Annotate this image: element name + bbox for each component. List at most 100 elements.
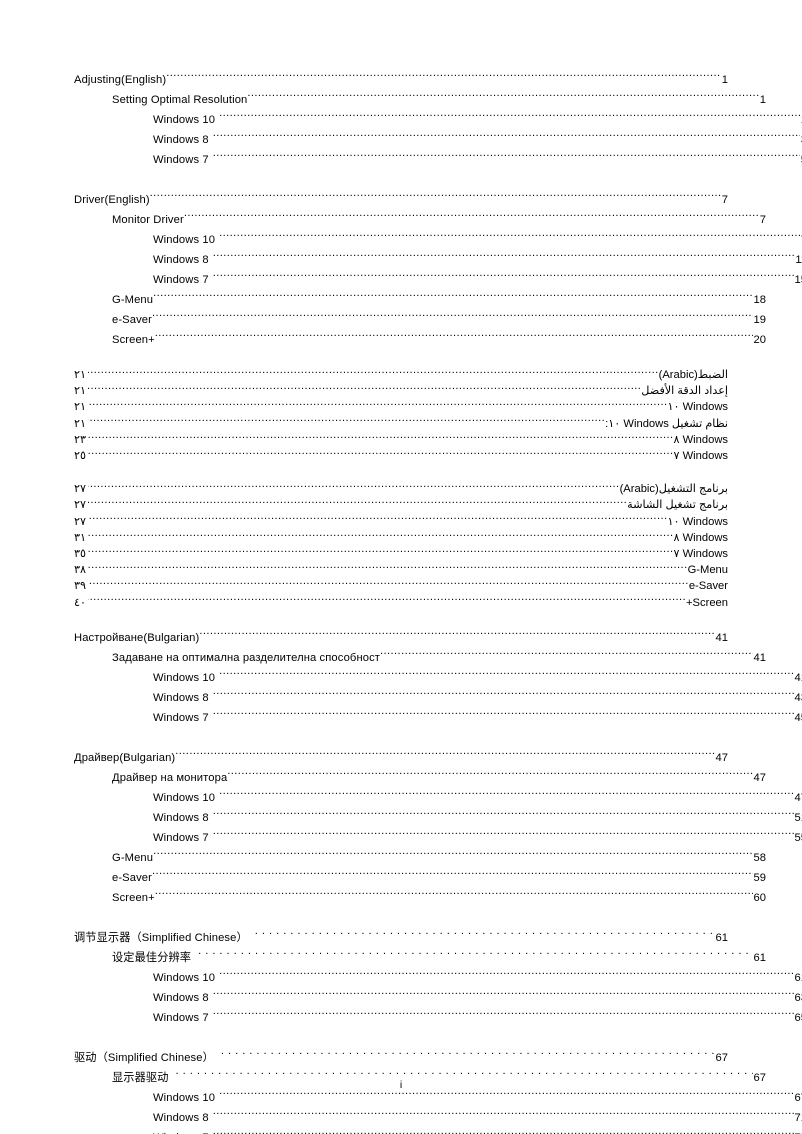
toc-section-adjusting-bulgarian: Настройване(Bulgarian) 41 Задаване на опти… [74, 628, 802, 728]
toc-entry-label: نظام تشغيل Windows ١٠: [605, 417, 728, 430]
toc-dot-leader [88, 578, 689, 589]
toc-entry[interactable]: e-Saver ٣٩ [74, 578, 728, 594]
toc-entry[interactable]: Screen+ 20 [74, 330, 766, 350]
toc-entry[interactable]: Windows 7 15 [74, 270, 802, 290]
toc-entry-label: Windows 8 [153, 691, 209, 704]
toc-entry[interactable]: Windows 8 63 [74, 988, 802, 1008]
toc-entry-page-number: ٢٥ [74, 450, 87, 463]
toc-entry[interactable]: Windows 10 1 [74, 110, 802, 130]
toc-entry-label: Windows ١٠ [667, 515, 728, 528]
toc-entry[interactable]: G-Menu ٣٨ [74, 562, 728, 578]
toc-entry[interactable]: G-Menu 58 [74, 848, 766, 868]
toc-entry-page-number: 3 [800, 130, 802, 150]
toc-entry-page-number: ٣١ [74, 531, 87, 544]
toc-dot-leader [219, 232, 800, 243]
toc-entry[interactable]: Windows 7 5 [74, 150, 802, 170]
toc-entry-page-number: 51 [794, 811, 802, 824]
toc-dot-leader [213, 830, 794, 841]
toc-entry[interactable]: 设定最佳分辨率 61 [74, 948, 766, 968]
toc-entry-label: Windows 8 [153, 254, 209, 266]
toc-entry[interactable]: e-Saver 59 [74, 868, 766, 888]
toc-entry-label: Adjusting(English) [74, 74, 167, 86]
toc-entry-label: Драйвер(Bulgarian) [74, 751, 176, 764]
toc-entry-label: 调节显示器（Simplified Chinese） [74, 931, 248, 944]
toc-entry-page-number: 1 [721, 74, 728, 86]
toc-entry[interactable]: Windows 7 45 [74, 708, 802, 728]
toc-entry[interactable]: Windows ٧ ٢٥ [74, 448, 728, 464]
toc-dot-leader [152, 312, 753, 323]
toc-entry[interactable]: Задаване на оптимална разделителна спосо… [74, 648, 766, 668]
toc-entry[interactable]: الضبط(Arabic) ٢١ [74, 367, 728, 383]
toc-entry-page-number: 15 [794, 274, 802, 286]
toc-entry-page-number: 18 [753, 294, 766, 306]
toc-entry-page-number: 20 [753, 334, 766, 346]
toc-entry[interactable]: برنامج تشغيل الشاشة ٢٧ [74, 497, 728, 513]
toc-dot-leader [153, 292, 752, 303]
toc-dot-leader [88, 416, 605, 427]
toc-entry[interactable]: Windows 8 43 [74, 688, 802, 708]
toc-entry-page-number: 47 [794, 791, 802, 804]
toc-entry-page-number: 59 [753, 871, 766, 884]
toc-entry[interactable]: Windows ٨ ٢٣ [74, 432, 728, 448]
toc-entry[interactable]: Windows 7 55 [74, 828, 802, 848]
toc-entry-label: Windows 7 [153, 154, 209, 166]
toc-dot-leader [213, 1110, 794, 1121]
toc-entry-label: إعداد الدقة الأفضل [641, 385, 728, 398]
toc-entry[interactable]: نظام تشغيل Windows ١٠: ٢١ [74, 416, 728, 432]
toc-entry-page-number: 1 [800, 110, 802, 130]
section-spacer [74, 350, 728, 367]
toc-entry[interactable]: Driver(English) 7 [74, 190, 728, 210]
toc-entry[interactable]: Windows ٨ ٣١ [74, 530, 728, 546]
toc-entry[interactable]: Windows 8 3 [74, 130, 802, 150]
toc-entry[interactable]: 驱动（Simplified Chinese） 67 [74, 1048, 728, 1068]
toc-entry[interactable]: Настройване(Bulgarian) 41 [74, 628, 728, 648]
toc-entry[interactable]: Драйвер на монитора 47 [74, 768, 766, 788]
toc-entry[interactable]: Windows ١٠ ٢١ [74, 399, 728, 415]
toc-entry-label: Windows 7 [153, 274, 209, 286]
toc-entry-label: Windows 8 [153, 991, 209, 1004]
toc-entry[interactable]: Setting Optimal Resolution 1 [74, 90, 766, 110]
toc-entry[interactable]: e-Saver 19 [74, 310, 766, 330]
toc-entry-page-number: 65 [794, 1011, 802, 1024]
toc-entry[interactable]: Windows 8 51 [74, 808, 802, 828]
toc-entry-label: e-Saver [112, 314, 152, 326]
toc-dot-leader [213, 810, 794, 821]
toc-entry[interactable]: 显示器驱动 67 [74, 1068, 766, 1088]
toc-entry-label: e-Saver [688, 580, 728, 593]
toc-entry-page-number: ٢٧ [74, 483, 87, 496]
toc-entry[interactable]: Windows 10 61 [74, 968, 802, 988]
toc-entry[interactable]: Windows ١٠ ٢٧ [74, 514, 728, 530]
toc-entry[interactable]: Windows 8 71 [74, 1108, 802, 1128]
toc-entry[interactable]: 调节显示器（Simplified Chinese） 61 [74, 928, 728, 948]
toc-entry[interactable]: Windows 7 65 [74, 1008, 802, 1028]
toc-entry[interactable]: Windows 7 75 [74, 1128, 802, 1134]
toc-entry-label: Setting Optimal Resolution [112, 94, 248, 106]
toc-entry[interactable]: Monitor Driver 7 [74, 210, 766, 230]
toc-entry[interactable]: Windows 8 11 [74, 250, 802, 270]
toc-dot-leader [184, 212, 759, 223]
toc-entry[interactable]: Драйвер(Bulgarian) 47 [74, 748, 728, 768]
toc-entry-page-number: ٢١ [74, 401, 87, 414]
toc-entry-page-number: 63 [794, 991, 802, 1004]
toc-entry[interactable]: Windows 10 41 [74, 668, 802, 688]
toc-entry[interactable]: Adjusting(English) 1 [74, 70, 728, 90]
toc-entry-page-number: 43 [794, 691, 802, 704]
toc-entry[interactable]: Windows 10 7 [74, 230, 802, 250]
toc-entry[interactable]: Windows ٧ ٣٥ [74, 546, 728, 562]
toc-entry[interactable]: Windows 10 67 [74, 1088, 802, 1108]
toc-dot-leader [155, 890, 753, 901]
toc-entry[interactable]: برنامج التشغيل(Arabic) ٢٧ [74, 481, 728, 497]
toc-entry[interactable]: G-Menu 18 [74, 290, 766, 310]
toc-entry[interactable]: Screen+ 60 [74, 888, 766, 908]
table-of-contents: Adjusting(English) 1 Setting Optimal Resol… [74, 70, 802, 1134]
toc-section-adjusting-english: Adjusting(English) 1 Setting Optimal Resol… [74, 70, 802, 170]
toc-entry-label: Windows 8 [153, 811, 209, 824]
toc-entry[interactable]: إعداد الدقة الأفضل ٢١ [74, 383, 728, 399]
toc-entry[interactable]: Windows 10 47 [74, 788, 802, 808]
toc-entry[interactable]: Screen+ ٤٠ [74, 595, 728, 611]
toc-entry-page-number: 47 [715, 751, 728, 764]
toc-section-driver-chinese: 驱动（Simplified Chinese）67显示器驱动67Windows 1… [74, 1048, 802, 1134]
toc-entry-page-number: ٢١ [74, 369, 87, 381]
toc-entry-label: 驱动（Simplified Chinese） [74, 1051, 214, 1064]
